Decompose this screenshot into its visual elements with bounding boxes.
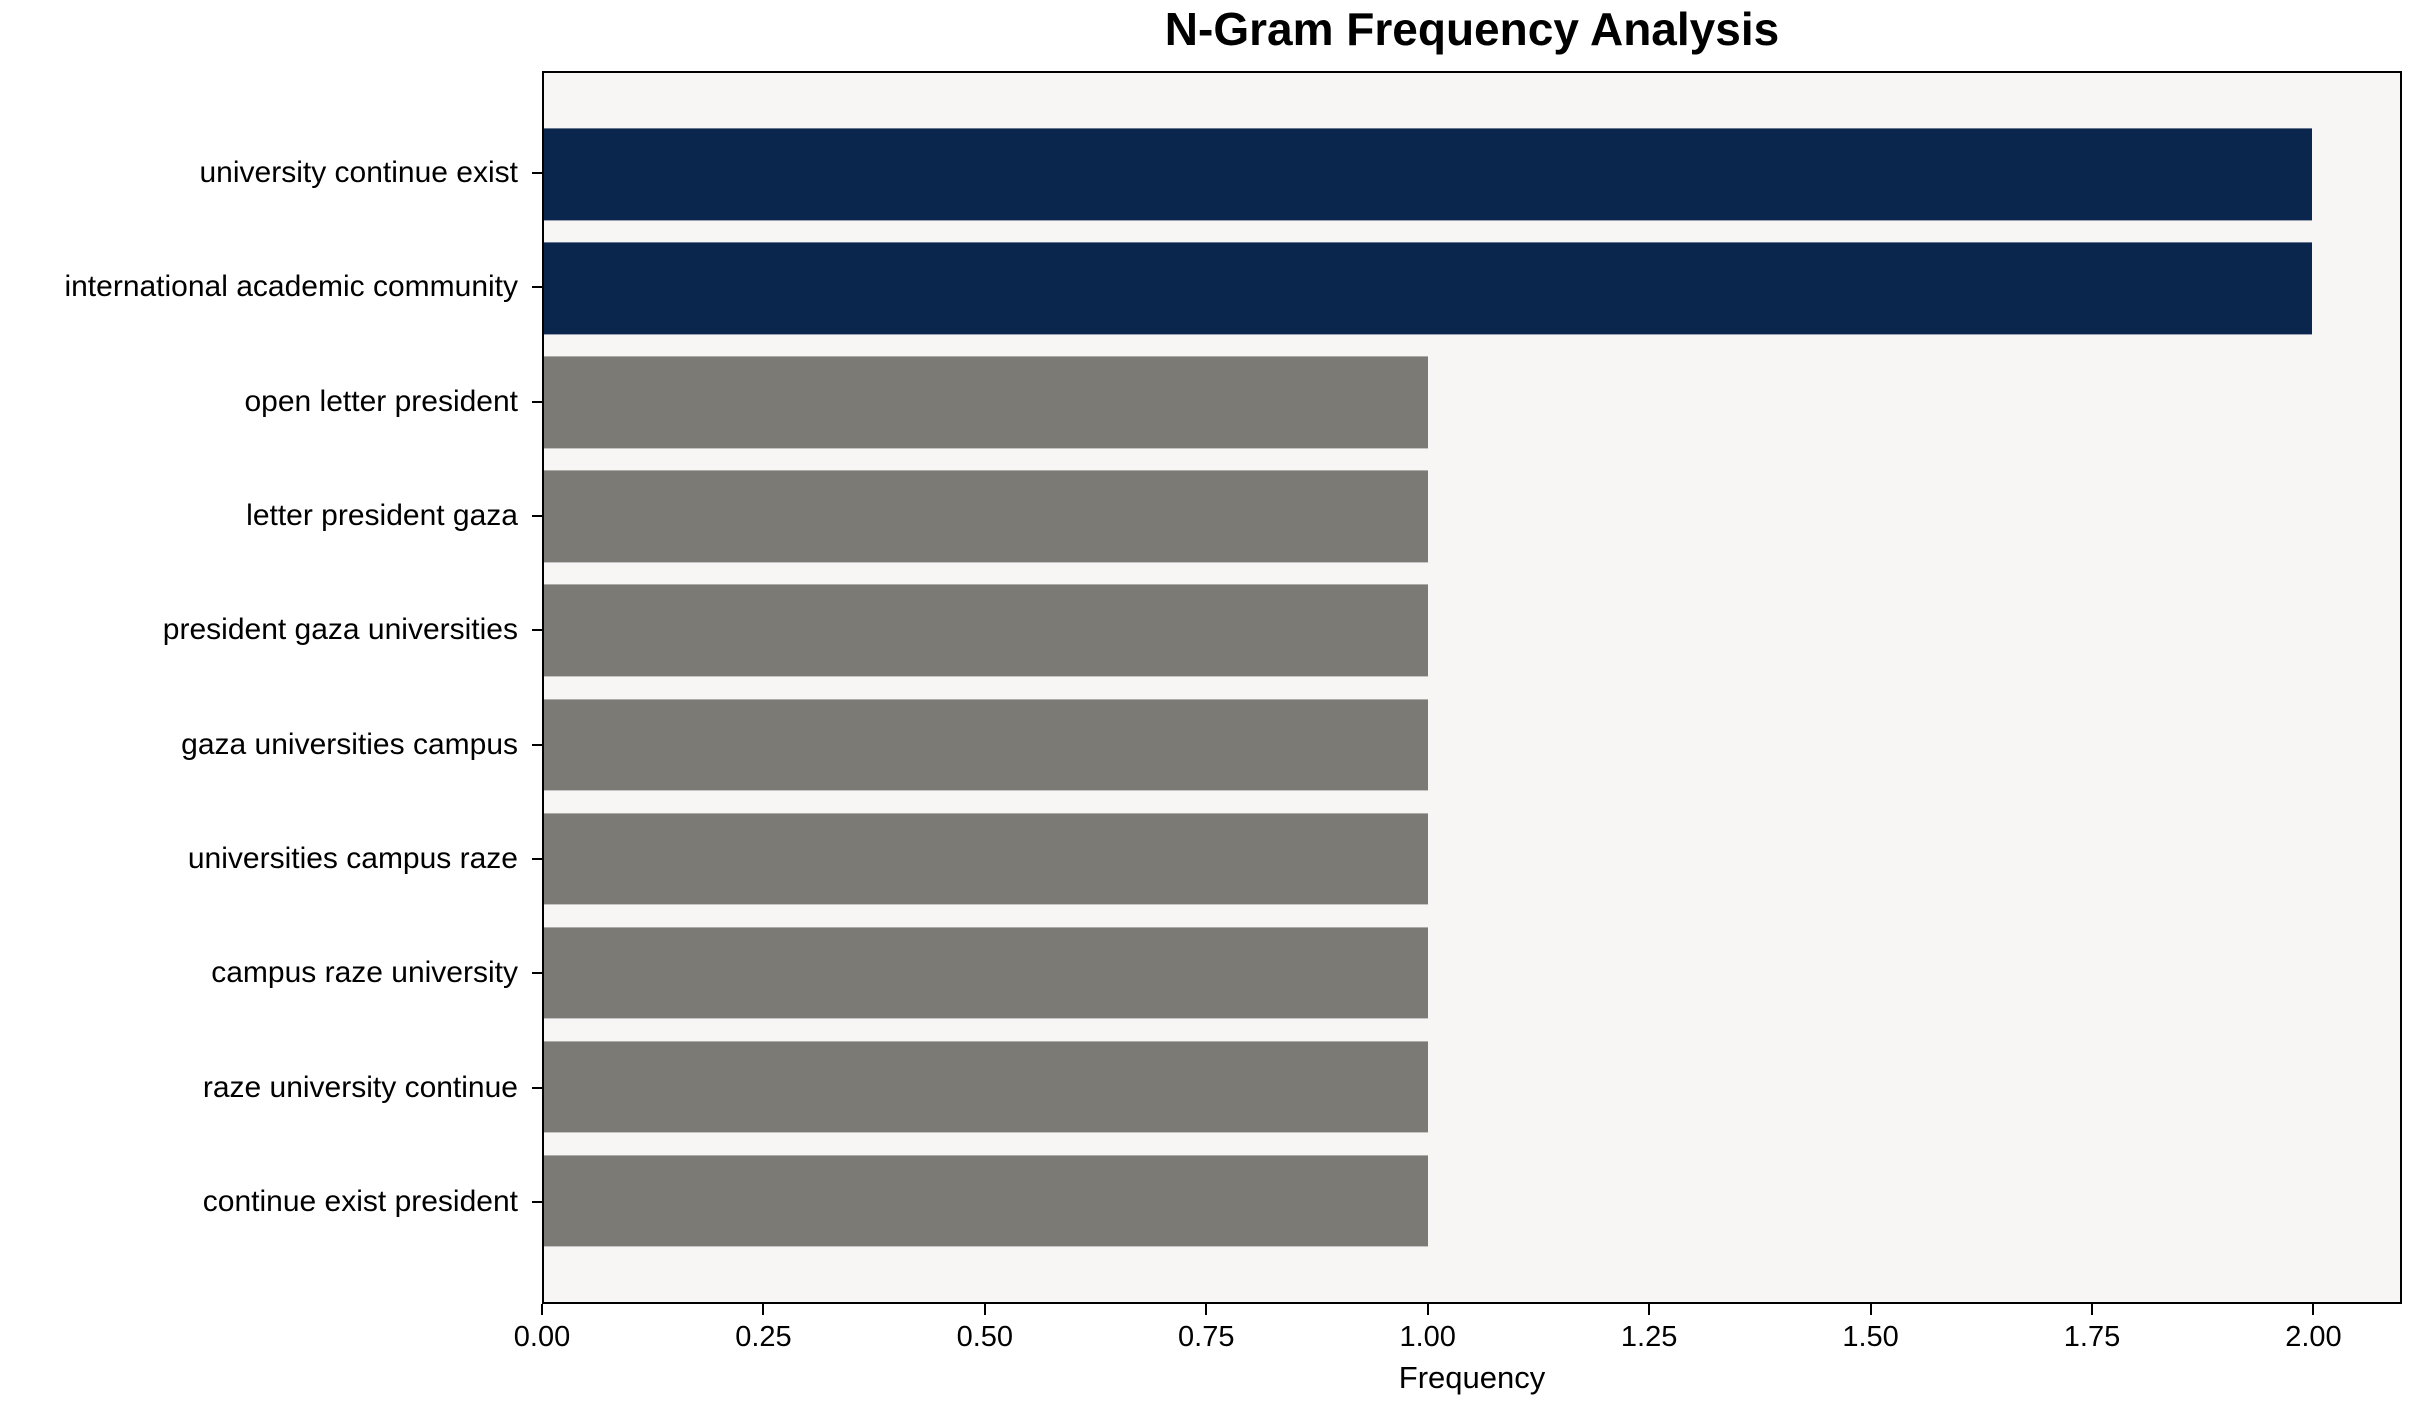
y-tick-mark [532,286,542,289]
y-tick-label: raze university continue [202,1070,518,1104]
x-tick-mark [2091,1304,2093,1315]
y-tick-label: university continue exist [199,155,519,189]
x-tick-mark [541,1304,543,1315]
x-tick-label: 2.00 [2285,1321,2342,1353]
bar [544,470,1428,563]
y-tick-mark [532,171,542,174]
y-tick-label: universities campus raze [187,842,518,876]
y-tick-mark [532,1086,542,1089]
x-tick-label: 0.25 [735,1321,792,1353]
bar [544,1154,1428,1247]
y-tick-label: open letter president [244,384,518,418]
x-axis-label: Frequency [1398,1360,1546,1395]
chart-title: N-Gram Frequency Analysis [1164,3,1780,55]
y-tick-label: president gaza universities [162,613,518,647]
x-tick-label: 1.00 [1399,1321,1456,1353]
y-tick-label: letter president gaza [246,498,518,532]
x-tick-mark [1205,1304,1208,1315]
y-tick-mark [532,400,542,403]
bar [544,1040,1428,1133]
y-axis: university continue exist international a… [0,71,542,1304]
y-tick-mark [532,1201,542,1204]
bar [544,242,2312,335]
bar [544,356,1428,449]
x-tick-label: 1.75 [2063,1321,2121,1353]
x-tick-mark [1869,1304,1872,1315]
x-tick-label: 0.75 [1178,1321,1235,1353]
y-tick-label: international academic community [64,270,518,304]
x-tick-mark [1426,1304,1429,1315]
bar [544,812,1428,905]
x-tick-label: 1.25 [1620,1321,1678,1353]
x-tick-mark [762,1304,765,1315]
bar [544,128,2312,221]
bar [544,926,1428,1019]
bar [544,698,1428,791]
x-tick-label: 0.00 [513,1321,571,1353]
x-tick-mark [1648,1304,1651,1315]
y-tick-mark [532,858,542,861]
y-tick-label: gaza universities campus [181,727,518,761]
plot-area [542,71,2402,1304]
x-tick-mark [2312,1304,2315,1315]
y-tick-mark [532,514,542,517]
x-tick-label: 0.50 [956,1321,1014,1353]
y-tick-mark [532,972,542,975]
y-tick-mark [532,743,542,746]
y-tick-mark [532,629,542,632]
y-tick-label: campus raze university [211,956,518,990]
x-tick-label: 1.50 [1842,1321,1899,1353]
y-tick-label: continue exist president [202,1185,518,1219]
x-axis: 0.00 0.25 0.50 0.75 1.00 1.25 1.50 1.75 2.00 [514,1304,2402,1374]
bar [544,584,1428,677]
x-tick-mark [983,1304,986,1315]
